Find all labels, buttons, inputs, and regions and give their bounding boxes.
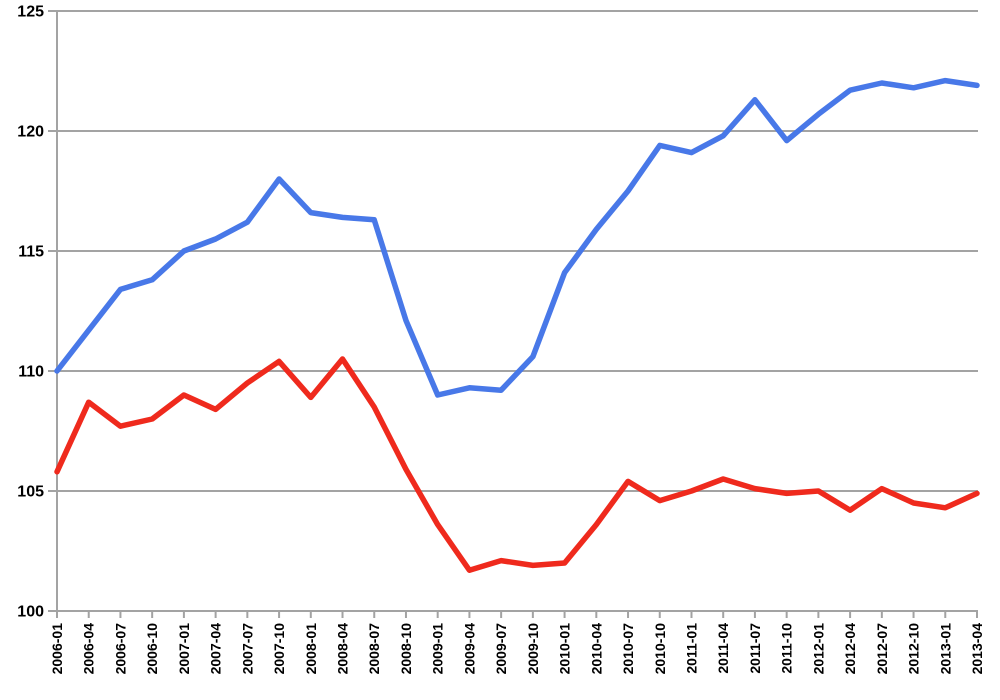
x-tick-label: 2012-07 [874, 623, 890, 675]
x-tick-label: 2007-10 [271, 623, 287, 675]
x-tick-label: 2008-01 [303, 623, 319, 675]
x-tick-label: 2011-07 [747, 623, 763, 674]
x-tick-label: 2011-04 [715, 623, 731, 674]
x-tick-label: 2012-01 [810, 623, 826, 675]
x-tick-label: 2010-04 [588, 623, 604, 675]
x-tick-label: 2010-07 [620, 623, 636, 675]
x-tick-label: 2007-04 [208, 623, 224, 675]
blue-line-series [54, 77, 980, 398]
data-series [54, 77, 980, 573]
x-tick-label: 2012-10 [906, 623, 922, 675]
x-tick-label: 2006-04 [81, 623, 97, 675]
x-tick-label: 2010-10 [652, 623, 668, 675]
y-tick-label: 100 [17, 604, 44, 621]
red-line-series [54, 356, 980, 573]
y-tick-label: 115 [18, 244, 44, 261]
x-tick-label: 2011-10 [779, 623, 795, 674]
y-tick-label: 110 [18, 364, 44, 381]
x-tick-label: 2007-07 [239, 623, 255, 675]
x-tick-label: 2009-04 [461, 623, 477, 675]
x-tick-label: 2012-04 [842, 623, 858, 675]
y-tick-label: 105 [17, 484, 44, 501]
x-tick-label: 2008-07 [366, 623, 382, 675]
x-tick-label: 2008-04 [335, 623, 351, 675]
y-axis-labels: 100 105 110 115 120 125 [17, 4, 44, 621]
x-tick-label: 2010-01 [557, 623, 573, 675]
x-tick-label: 2008-10 [398, 623, 414, 675]
x-tick-label: 2013-01 [937, 623, 953, 675]
x-tick-label: 2013-04 [969, 623, 985, 675]
axes [48, 10, 978, 618]
x-tick-label: 2006-07 [112, 623, 128, 675]
x-tick-label: 2009-10 [525, 623, 541, 675]
x-tick-label: 2007-01 [176, 623, 192, 675]
x-tick-label: 2009-07 [493, 623, 509, 675]
x-tick-label: 2006-01 [49, 623, 65, 675]
x-tick-label: 2009-01 [430, 623, 446, 675]
x-tick-label: 2011-01 [683, 623, 699, 674]
x-tick-label: 2006-10 [144, 623, 160, 675]
y-tick-label: 120 [17, 124, 44, 141]
x-axis-labels: 2006-01 2006-04 2006-07 2006-10 2007-01 2007-… [49, 623, 985, 675]
y-tick-label: 125 [17, 4, 44, 21]
